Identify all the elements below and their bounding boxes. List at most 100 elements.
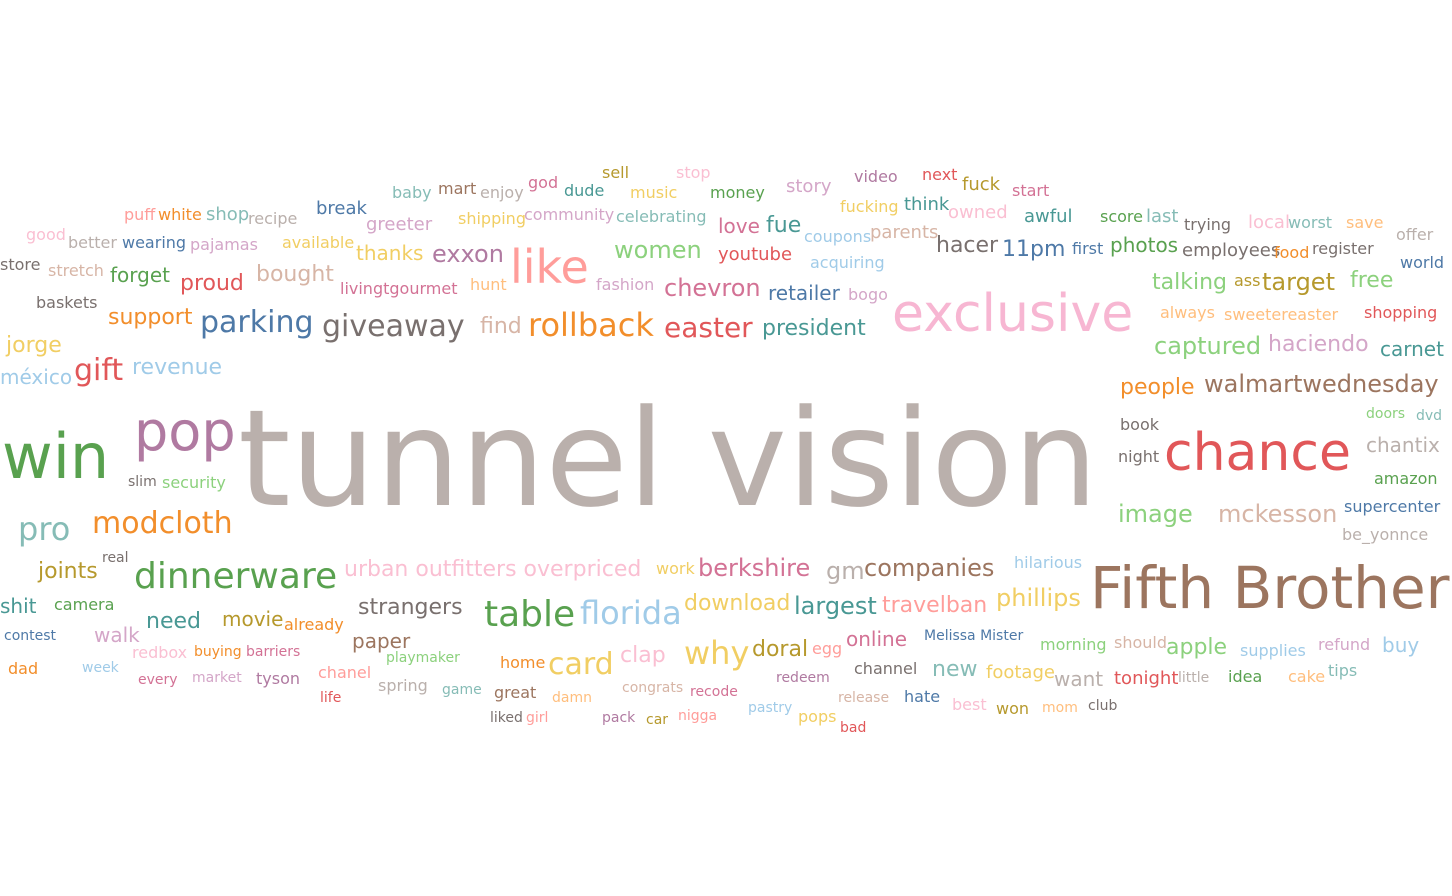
word-apple: apple [1166,635,1227,660]
word-always: always [1160,303,1215,322]
word-fue: fue [766,213,801,238]
word-melissa-mister: Melissa Mister [924,628,1023,644]
word-pop: pop [134,400,236,463]
word-congrats: congrats [622,680,683,696]
word-pops: pops [798,707,836,726]
word-want: want [1054,667,1103,691]
word-livingtgourmet: livingtgourmet [340,279,457,298]
word-new: new [932,657,977,682]
word-tyson: tyson [256,669,300,688]
word-download: download [684,591,790,616]
word-work: work [656,559,695,578]
word-fucking: fucking [840,197,899,216]
word-week: week [82,660,120,676]
word-first: first [1072,239,1103,258]
word-music: music [630,183,677,202]
word-parking: parking [200,305,314,340]
word-won: won [996,699,1029,718]
word-hilarious: hilarious [1014,553,1082,572]
word-idea: idea [1228,667,1262,686]
word-recode: recode [690,684,738,700]
word-shit: shit [0,594,37,618]
word-rollback: rollback [528,306,654,344]
word-food: food [1274,243,1309,262]
word-be-yonnce: be_yonnce [1342,525,1428,545]
word-white: white [158,205,202,224]
word-forget: forget [110,263,170,287]
word-little: little [1178,670,1209,686]
word-hate: hate [904,687,940,706]
word-youtube: youtube [718,244,792,265]
word-doral: doral [752,637,808,662]
word-table: table [484,594,575,635]
word-proud: proud [180,271,244,296]
word-worst: worst [1288,213,1332,232]
word-life: life [320,690,341,706]
word-people: people [1120,375,1195,400]
word-should: should [1114,633,1167,652]
word-why: why [684,634,749,672]
word-target: target [1262,268,1335,296]
word-save: save [1346,213,1383,232]
word-night: night [1118,447,1159,466]
word-coupons: coupons [804,227,871,246]
word-sweetereaster: sweetereaster [1224,305,1339,324]
word-liked: liked [490,710,523,726]
word-story: story [786,176,832,197]
word-retailer: retailer [768,281,841,305]
word-chance: chance [1164,423,1351,483]
word-acquiring: acquiring [810,253,885,272]
word-damn: damn [552,690,592,706]
word-god: god [528,173,558,192]
word-exxon: exxon [432,240,504,268]
word-women: women [614,236,702,264]
word-market: market [192,670,242,686]
word-berkshire: berkshire [698,554,810,582]
word-captured: captured [1154,332,1261,360]
word-next: next [922,165,957,184]
word-greeter: greeter [366,214,433,235]
word-fashion: fashion [596,275,654,294]
word-club: club [1088,698,1117,714]
word-free: free [1350,268,1393,293]
word-chantix: chantix [1366,433,1440,457]
word-release: release [838,690,889,706]
word-supplies: supplies [1240,641,1306,660]
word-clap: clap [620,643,666,668]
word-pack: pack [602,710,636,726]
word-photos: photos [1110,233,1178,257]
word-great: great [494,683,536,702]
word-tips: tips [1328,661,1357,680]
word-better: better [68,233,117,252]
word-break: break [316,198,368,219]
word-largest: largest [794,592,877,620]
word-dude: dude [564,181,604,200]
word-every: every [138,672,178,688]
word-recipe: recipe [248,209,297,228]
word-playmaker: playmaker [386,650,460,666]
word-11pm: 11pm [1002,237,1065,262]
word-available: available [282,233,354,252]
word-score: score [1100,207,1143,226]
word-baskets: baskets [36,293,97,312]
word-best: best [952,695,987,714]
word-cake: cake [1288,667,1325,686]
word-talking: talking [1152,270,1227,295]
word-movie: movie [222,607,283,631]
word-book: book [1120,415,1160,434]
word-president: president [762,316,866,341]
word-tonight: tonight [1114,668,1178,689]
word-amazon: amazon [1374,469,1438,488]
word-egg: egg [812,639,842,658]
word-bad: bad [840,720,866,736]
word-game: game [442,682,482,698]
word-awful: awful [1024,206,1073,227]
word-security: security [162,473,226,492]
word-giveaway: giveaway [322,309,465,344]
word-home: home [500,653,545,672]
word-dad: dad [8,659,38,678]
word-bought: bought [256,262,334,287]
word-urban-outfitters-overpriced: urban outfitters overpriced [344,557,641,582]
word-gift: gift [74,353,123,388]
